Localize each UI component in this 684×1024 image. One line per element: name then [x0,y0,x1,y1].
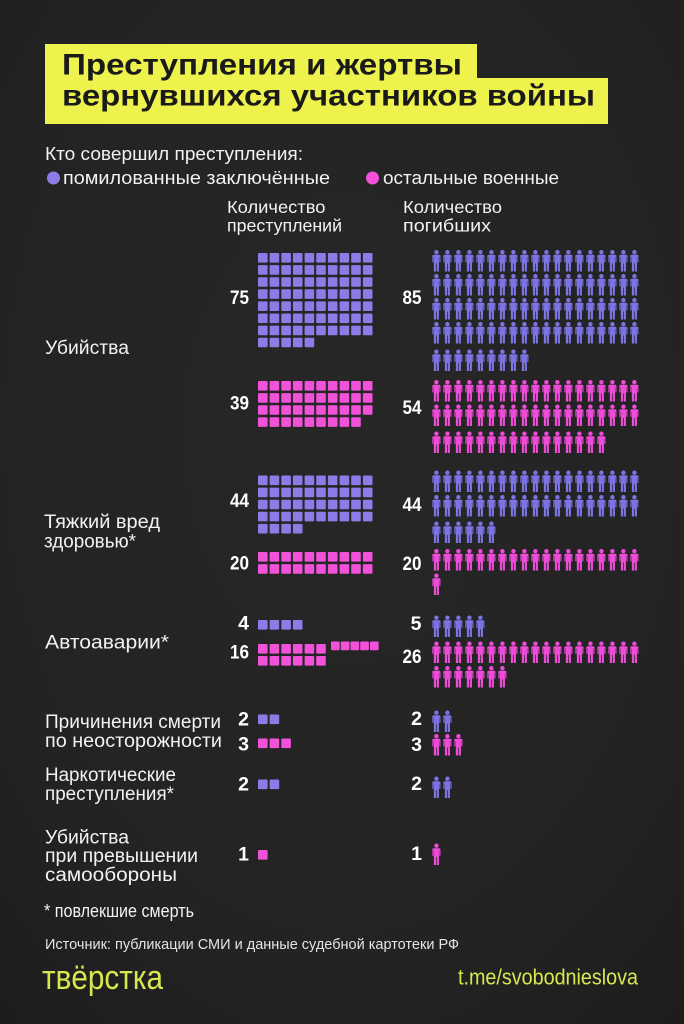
svg-text:погибших: погибших [403,216,491,236]
svg-text:4: 4 [238,613,249,635]
svg-text:Причинения смерти: Причинения смерти [45,712,221,733]
svg-text:Кто совершил преступления:: Кто совершил преступления: [45,144,303,164]
svg-text:2: 2 [411,708,422,730]
svg-text:54: 54 [403,397,422,419]
svg-text:t.me/svobodnieslova: t.me/svobodnieslova [458,965,639,990]
svg-text:16: 16 [230,642,249,664]
svg-text:75: 75 [230,287,249,309]
svg-text:Источник: публикации СМИ и дан: Источник: публикации СМИ и данные судебн… [45,936,459,953]
svg-text:20: 20 [230,553,249,575]
svg-text:Количество: Количество [227,197,326,217]
svg-text:26: 26 [403,646,422,668]
svg-text:3: 3 [238,734,249,756]
svg-text:39: 39 [230,393,249,415]
svg-text:Тяжкий вред: Тяжкий вред [44,512,160,533]
svg-text:2: 2 [411,773,422,795]
svg-text:Наркотические: Наркотические [45,765,176,786]
svg-text:твёрстка: твёрстка [42,959,163,997]
svg-text:85: 85 [403,287,422,309]
svg-text:остальные военные: остальные военные [383,168,559,188]
svg-text:преступлений: преступлений [227,216,342,236]
svg-text:по неосторожности: по неосторожности [45,731,222,752]
svg-text:44: 44 [403,494,422,516]
svg-text:здоровью*: здоровью* [44,532,137,553]
svg-text:Убийства: Убийства [45,828,129,849]
svg-text:преступления*: преступления* [45,784,175,805]
svg-text:* повлекшие смерть: * повлекшие смерть [44,900,194,921]
svg-text:помилованные заключённые: помилованные заключённые [63,168,330,188]
svg-text:20: 20 [403,553,422,575]
svg-text:Количество: Количество [403,197,502,217]
svg-text:при превышении: при превышении [45,846,198,867]
svg-text:вернувшихся участников войны: вернувшихся участников войны [62,80,595,113]
svg-text:1: 1 [411,843,422,865]
svg-text:1: 1 [238,844,249,866]
svg-text:самообороны: самообороны [45,865,177,886]
svg-text:Преступления и жертвы: Преступления и жертвы [62,49,462,82]
svg-text:2: 2 [238,709,249,731]
svg-text:Автоаварии*: Автоаварии* [45,633,170,654]
svg-text:44: 44 [230,490,249,512]
svg-text:5: 5 [411,613,422,635]
svg-text:Убийства: Убийства [45,338,129,359]
svg-text:2: 2 [238,774,249,796]
svg-text:3: 3 [411,734,422,756]
